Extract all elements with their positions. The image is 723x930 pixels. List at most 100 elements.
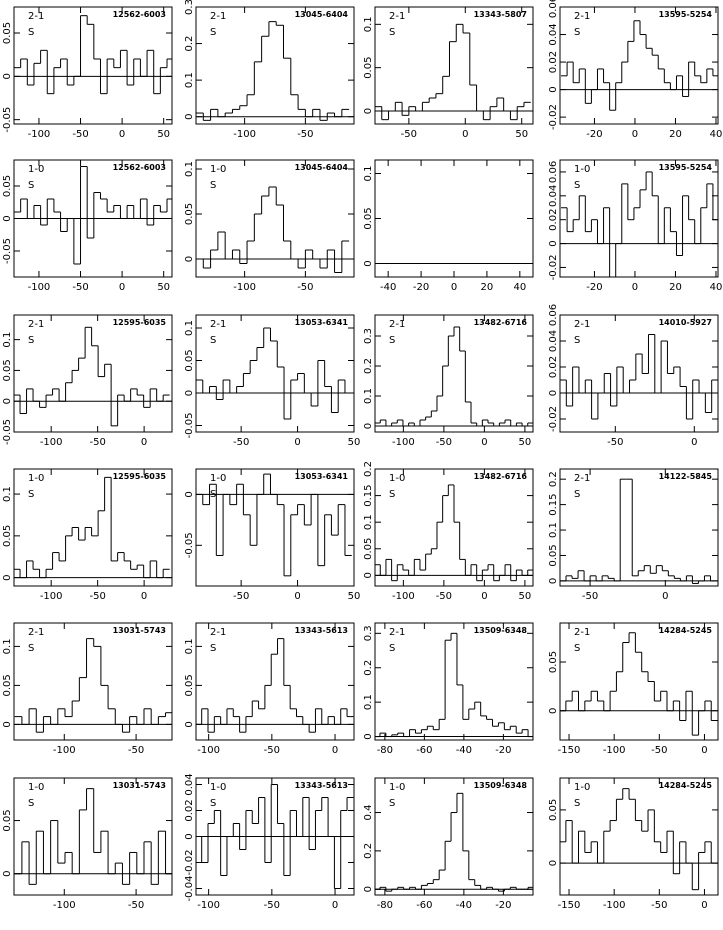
panel-frame — [559, 314, 719, 433]
plot-area — [14, 326, 172, 427]
x-tick-label: 0 — [119, 129, 125, 140]
x-tick-label: -60 — [416, 900, 432, 911]
y-tick-label: 0 — [548, 578, 559, 584]
x-tick-label: 0 — [632, 282, 638, 293]
annotation: S — [389, 643, 395, 654]
x-tick-label: -20 — [413, 282, 429, 293]
y-tick-label: 0.02 — [548, 51, 559, 73]
y-tick-label: 0.05 — [363, 538, 374, 560]
annotation: 1-0 — [389, 473, 405, 484]
x-tick-label: 50 — [519, 591, 532, 602]
step-riser — [565, 334, 713, 419]
y-tick-label: 0.1 — [548, 522, 559, 538]
y-tick-label: 0 — [548, 86, 559, 92]
step-riser — [202, 328, 346, 419]
y-tick-label: -0.02 — [184, 850, 195, 876]
x-tick-label: 50 — [348, 591, 361, 602]
annotation: S — [28, 27, 34, 38]
annotation: S — [210, 180, 216, 191]
panel: -40 -20 0 20 40 0 0.05 0.1 — [363, 159, 534, 293]
x-tick-label: -50 — [297, 282, 313, 293]
y-tick-label: 0.1 — [363, 388, 374, 404]
x-tick-label: 0 — [632, 129, 638, 140]
y-tick-label: 0.2 — [363, 660, 374, 676]
x-tick-label: 0 — [451, 282, 457, 293]
plot-area — [560, 171, 718, 277]
panel-frame — [559, 159, 719, 278]
y-tick-label: 0 — [184, 833, 195, 839]
panel-frame — [13, 622, 173, 741]
source-name: 13343-5613 — [295, 781, 348, 790]
panel-frame — [195, 468, 355, 587]
plot-area — [196, 784, 354, 889]
annotation: S — [210, 798, 216, 809]
y-tick-label: 0 — [548, 390, 559, 396]
y-tick-label: 0.04 — [548, 330, 559, 352]
panel-frame — [374, 159, 534, 278]
source-name: 13053-6341 — [295, 472, 349, 481]
y-tick-label: 0.1 — [363, 514, 374, 530]
source-name: 13343-5807 — [474, 10, 527, 19]
y-tick-label: 0 — [2, 721, 13, 727]
y-tick-label: -0.05 — [2, 238, 13, 264]
x-tick-label: 20 — [669, 282, 682, 293]
annotation: 1-0 — [210, 473, 226, 484]
x-tick-label: -100 — [53, 900, 76, 911]
panel: -50 0 0 0.05 0.1 0.15 0.2 2-1 S 14122-5845 — [548, 468, 719, 602]
annotation: 1-0 — [389, 782, 405, 793]
step-riser — [202, 187, 343, 273]
step-riser — [21, 788, 167, 885]
x-tick-label: -40 — [456, 745, 472, 756]
y-tick-label: -0.02 — [548, 104, 559, 130]
source-name: 14122-5845 — [659, 472, 713, 481]
x-tick-label: -50 — [401, 129, 417, 140]
source-name: 14010-5927 — [659, 318, 712, 327]
y-tick-label: -0.02 — [548, 255, 559, 281]
annotation: S — [574, 335, 580, 346]
y-tick-label: 0.05 — [363, 207, 374, 229]
y-tick-label: 0.2 — [184, 36, 195, 52]
x-tick-label: -100 — [28, 129, 51, 140]
annotation: S — [389, 27, 395, 38]
annotation: 2-1 — [210, 627, 226, 638]
x-tick-label: 50 — [519, 437, 532, 448]
panel-frame — [195, 159, 355, 278]
panel-frame — [374, 468, 534, 587]
annotation: S — [574, 643, 580, 654]
annotation: S — [28, 335, 34, 346]
x-tick-label: 0 — [462, 129, 468, 140]
y-tick-label: 0 — [548, 860, 559, 866]
annotation: S — [574, 489, 580, 500]
step-riser — [202, 21, 343, 121]
annotation: 2-1 — [389, 319, 405, 330]
x-tick-label: -50 — [233, 591, 249, 602]
annotation: 2-1 — [574, 627, 590, 638]
y-tick-label: 0.1 — [2, 332, 13, 348]
source-name: 14284-5245 — [659, 781, 713, 790]
x-tick-label: -50 — [607, 437, 623, 448]
y-tick-label: 0 — [2, 574, 13, 580]
y-tick-label: 0.05 — [2, 359, 13, 381]
y-tick-label: 0.2 — [363, 358, 374, 374]
step-riser — [379, 633, 529, 737]
plot-area — [560, 20, 718, 111]
x-tick-label: 0 — [141, 591, 147, 602]
panel-frame — [374, 314, 534, 433]
panel-frame — [374, 777, 534, 896]
plot-area — [14, 15, 172, 95]
x-tick-label: -100 — [233, 282, 256, 293]
annotation: 1-0 — [574, 164, 590, 175]
y-tick-label: 0.06 — [548, 304, 559, 326]
step-riser — [379, 484, 529, 581]
y-tick-label: 0.15 — [363, 484, 374, 506]
annotation: 1-0 — [28, 164, 44, 175]
step-riser — [565, 788, 712, 890]
x-tick-label: 40 — [513, 282, 526, 293]
annotation: 2-1 — [210, 11, 226, 22]
y-tick-label: 0.1 — [2, 486, 13, 502]
panel-frame — [195, 622, 355, 741]
x-tick-label: 0 — [294, 591, 300, 602]
y-tick-label: 0.1 — [184, 161, 195, 177]
annotation: 1-0 — [28, 782, 44, 793]
